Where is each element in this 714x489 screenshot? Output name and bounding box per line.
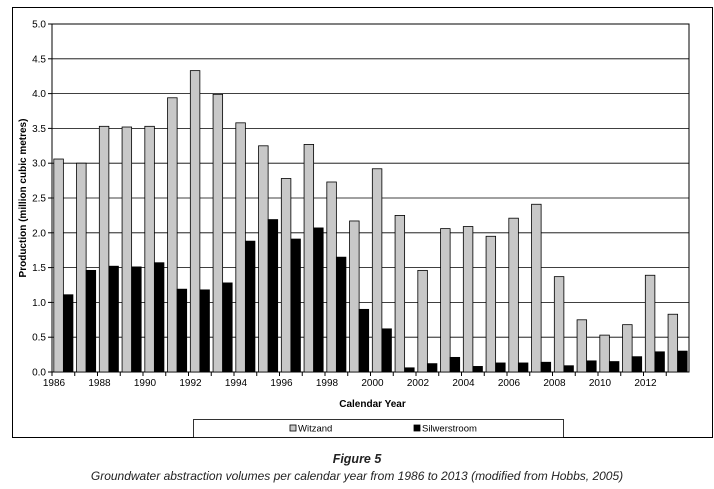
bar-witzand-2009 xyxy=(576,319,588,373)
bar-silwerstroom-1993 xyxy=(222,282,233,373)
bar-witzand-1997 xyxy=(303,144,315,373)
bar-silwerstroom-1991 xyxy=(176,288,188,373)
bar-witzand-1994 xyxy=(235,122,246,373)
bar-silwerstroom-1997 xyxy=(313,227,324,373)
x-tick-label: 2012 xyxy=(634,378,657,389)
x-tick-label: 2010 xyxy=(589,378,612,389)
legend-swatch-silwerstroom xyxy=(413,424,421,432)
bar-silwerstroom-1988 xyxy=(108,265,119,373)
y-tick-label: 3.5 xyxy=(32,124,46,135)
bar-silwerstroom-1995 xyxy=(267,219,279,373)
y-tick-label: 3.0 xyxy=(32,159,46,170)
x-tick-label: 1994 xyxy=(225,378,248,389)
bar-silwerstroom-2000 xyxy=(381,328,392,373)
bar-silwerstroom-2004 xyxy=(472,366,483,373)
bar-silwerstroom-1987 xyxy=(85,269,97,373)
bar-witzand-2001 xyxy=(394,214,406,373)
bar-silwerstroom-1998 xyxy=(335,256,347,373)
bar-silwerstroom-1990 xyxy=(153,262,165,373)
bar-witzand-1995 xyxy=(258,145,269,373)
x-tick-label: 1986 xyxy=(43,378,66,389)
legend-box xyxy=(193,419,564,438)
figure-caption: Groundwater abstraction volumes per cale… xyxy=(90,469,624,483)
y-tick-label: 4.5 xyxy=(32,54,46,65)
y-tick-label: 0.0 xyxy=(32,368,46,379)
bar-witzand-1990 xyxy=(144,125,155,373)
bar-silwerstroom-2005 xyxy=(495,362,506,373)
bar-silwerstroom-2010 xyxy=(608,361,620,373)
bar-silwerstroom-2002 xyxy=(426,363,438,373)
bar-witzand-1999 xyxy=(349,220,360,373)
bar-silwerstroom-1986 xyxy=(62,294,74,373)
bar-witzand-2006 xyxy=(508,217,519,373)
bar-chart: 0.0 0.5 1.0 1.5 2.0 2.5 3.0 3.5 4.0 4.5 5.0 1986 198… xyxy=(12,7,713,438)
bar-witzand-2008 xyxy=(553,276,565,373)
bar-silwerstroom-2003 xyxy=(449,356,461,373)
bar-witzand-2003 xyxy=(440,228,451,373)
bar-witzand-1991 xyxy=(167,97,178,373)
bar-witzand-2004 xyxy=(462,226,474,373)
bar-witzand-1996 xyxy=(280,178,292,373)
x-tick-label: 1998 xyxy=(316,378,339,389)
bar-silwerstroom-2006 xyxy=(517,362,529,373)
bar-witzand-1987 xyxy=(76,162,87,373)
bar-witzand-2005 xyxy=(485,235,497,373)
x-tick-label: 1992 xyxy=(179,378,202,389)
figure-label: Figure 5 xyxy=(332,452,382,466)
x-axis-title: Calendar Year xyxy=(339,399,406,410)
x-tick-label: 2006 xyxy=(498,378,521,389)
bar-witzand-2013 xyxy=(667,313,679,373)
legend-label-silwerstroom: Silwerstroom xyxy=(422,424,477,435)
bar-witzand-2007 xyxy=(531,203,542,373)
bar-witzand-2011 xyxy=(622,324,633,373)
x-tick-label: 2000 xyxy=(361,378,384,389)
bar-silwerstroom-2009 xyxy=(586,360,597,373)
legend-label-witzand: Witzand xyxy=(298,424,332,435)
x-tick-label: 1988 xyxy=(88,378,111,389)
x-tick-label: 1990 xyxy=(134,378,157,389)
legend-swatch-witzand xyxy=(289,424,297,432)
bar-witzand-1986 xyxy=(53,158,64,373)
bar-witzand-1998 xyxy=(326,181,337,373)
bar-witzand-1993 xyxy=(212,93,224,373)
bar-witzand-1989 xyxy=(121,126,133,373)
y-tick-label: 2.0 xyxy=(32,228,46,239)
x-tick-label: 2002 xyxy=(407,378,430,389)
y-tick-label: 4.0 xyxy=(32,89,46,100)
bar-silwerstroom-1994 xyxy=(244,240,256,373)
bar-silwerstroom-2012 xyxy=(654,351,665,373)
x-tick-label: 1996 xyxy=(270,378,293,389)
bar-witzand-1992 xyxy=(189,70,201,373)
bar-silwerstroom-1989 xyxy=(131,266,142,373)
y-tick-label: 1.0 xyxy=(32,298,46,309)
bar-silwerstroom-2007 xyxy=(540,361,552,373)
bar-silwerstroom-2008 xyxy=(563,365,574,373)
x-tick-label: 2004 xyxy=(452,378,475,389)
bar-witzand-2012 xyxy=(644,274,656,373)
bar-witzand-2002 xyxy=(417,269,428,373)
bar-witzand-2000 xyxy=(371,168,383,373)
bar-silwerstroom-2001 xyxy=(404,367,415,373)
bar-silwerstroom-2013 xyxy=(677,350,688,373)
y-tick-label: 0.5 xyxy=(32,333,46,344)
y-tick-label: 1.5 xyxy=(32,263,46,274)
bar-witzand-2010 xyxy=(599,334,610,373)
x-tick-label: 2008 xyxy=(543,378,566,389)
bar-witzand-1988 xyxy=(98,125,110,373)
bar-silwerstroom-1999 xyxy=(358,308,370,373)
y-tick-label: 2.5 xyxy=(32,194,46,205)
y-tick-label: 5.0 xyxy=(32,20,46,31)
y-axis-title: Production (million cubic metres) xyxy=(18,119,29,278)
bar-silwerstroom-1996 xyxy=(290,238,301,373)
bar-silwerstroom-2011 xyxy=(631,356,643,373)
bar-silwerstroom-1992 xyxy=(199,289,210,373)
